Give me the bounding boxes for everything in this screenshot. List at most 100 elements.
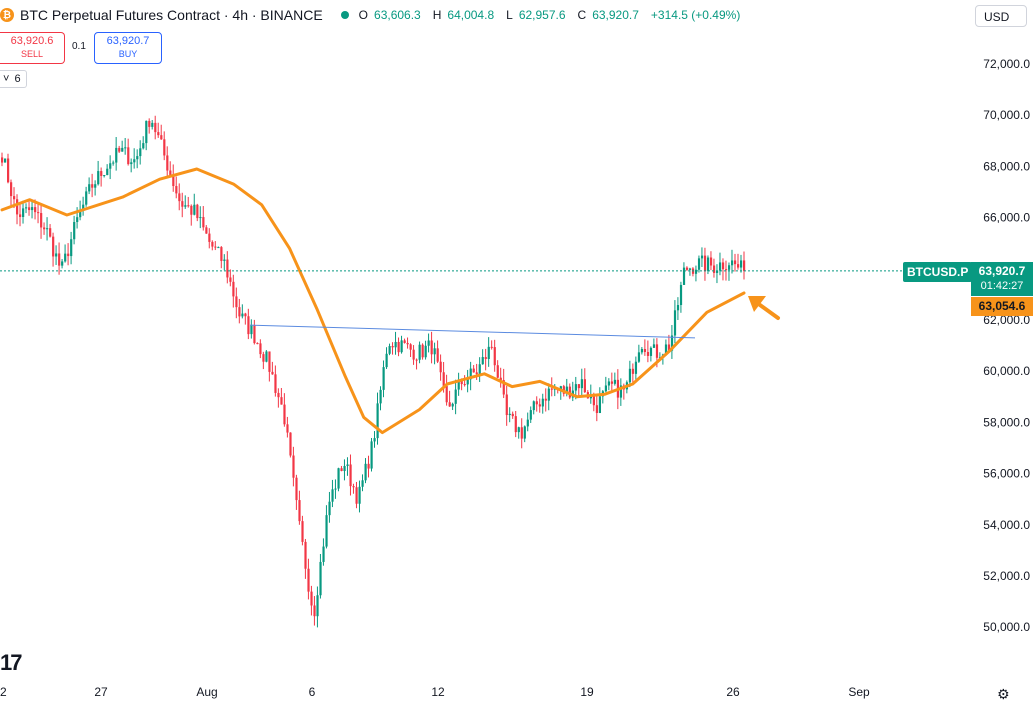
candle-body: [22, 208, 25, 218]
price-tick-label: 72,000.0: [983, 57, 1030, 71]
candle-body: [529, 410, 532, 420]
candle-body: [46, 228, 49, 230]
candle-body: [430, 340, 433, 355]
candle-body: [295, 477, 298, 501]
candle-body: [511, 413, 514, 417]
candle-body: [709, 257, 713, 266]
candle-body: [598, 396, 602, 413]
symbol-badge: BTCUSD.P: [903, 262, 973, 282]
candle-body: [181, 201, 184, 207]
candle-body: [124, 147, 127, 149]
candle-body: [208, 233, 211, 242]
bar-countdown: 01:42:27: [980, 280, 1024, 292]
candle-body: [478, 364, 481, 375]
candle-body: [490, 346, 493, 348]
candle-body: [91, 184, 94, 188]
candle-body: [349, 464, 352, 487]
chart-header: ₿ BTC Perpetual Futures Contract · 4h · …: [0, 0, 746, 30]
candle-body: [115, 147, 118, 163]
candle-body: [577, 384, 580, 389]
candle-body: [49, 228, 52, 237]
time-tick-label: 6: [309, 685, 316, 699]
candle-body: [364, 463, 367, 481]
candle-body: [325, 515, 328, 547]
candle-body: [412, 349, 415, 360]
candle-body: [253, 325, 256, 344]
gear-icon[interactable]: ⚙: [997, 686, 1010, 702]
currency-select[interactable]: USD: [975, 5, 1027, 27]
buy-price: 63,920.7: [106, 35, 150, 47]
candle-body: [436, 348, 439, 362]
candle-body: [262, 354, 265, 362]
candle-body: [256, 343, 259, 345]
candle-body: [448, 402, 451, 407]
candle-body: [718, 262, 722, 271]
candle-body: [643, 349, 647, 353]
price-tick-label: 50,000.0: [983, 620, 1030, 634]
time-tick-label: 26: [726, 685, 740, 699]
buy-button[interactable]: 63,920.7 BUY: [94, 32, 162, 64]
candle-body: [520, 427, 523, 439]
tradingview-logo-icon[interactable]: 17: [0, 650, 23, 675]
candle-body: [334, 488, 337, 490]
candle-body: [457, 381, 460, 390]
price-tick-label: 70,000.0: [983, 108, 1030, 122]
candle-body: [604, 385, 608, 392]
candle-body: [16, 199, 19, 215]
candle-body: [280, 397, 283, 405]
candle-body: [358, 486, 361, 504]
price-badge: 63,920.7 01:42:27: [971, 262, 1033, 296]
candle-body: [514, 416, 517, 433]
candle-body: [496, 365, 499, 378]
candle-body: [454, 389, 457, 404]
candle-body: [1, 157, 4, 163]
candle-body: [739, 260, 743, 268]
candle-body: [406, 342, 409, 345]
candle-body: [319, 561, 322, 596]
price-tick-label: 52,000.0: [983, 569, 1030, 583]
symbol-title[interactable]: BTC Perpetual Futures Contract · 4h · BI…: [20, 7, 323, 23]
candle-body: [391, 346, 394, 348]
time-tick-label: 12: [431, 685, 445, 699]
candle-body: [250, 325, 253, 335]
time-tick-label: Sep: [848, 685, 870, 699]
candle-body: [169, 170, 172, 176]
candle-body: [184, 205, 187, 207]
candle-body: [421, 344, 424, 358]
close-value: 63,920.7: [592, 8, 639, 22]
candle-body: [355, 487, 358, 504]
candle-body: [337, 468, 340, 489]
candle-body: [82, 204, 85, 211]
candle-body: [526, 419, 529, 427]
candle-body: [64, 253, 67, 262]
candle-body: [409, 344, 412, 350]
sell-button[interactable]: 63,920.6 SELL: [0, 32, 65, 64]
candle-body: [700, 255, 704, 259]
candle-body: [544, 398, 547, 401]
candle-body: [550, 388, 553, 390]
candle-body: [331, 489, 334, 502]
bitcoin-icon: ₿: [0, 8, 14, 22]
candle-body: [499, 377, 502, 381]
price-tick-label: 56,000.0: [983, 467, 1030, 481]
candle-body: [712, 265, 716, 273]
candle-body: [535, 401, 538, 405]
change-value: +314.5 (+0.49%): [650, 8, 741, 22]
candle-body: [397, 341, 400, 353]
candle-body: [283, 404, 286, 425]
time-tick-label: 27: [94, 685, 108, 699]
candle-body: [328, 501, 331, 516]
time-tick-label: Aug: [196, 685, 217, 699]
candle-body: [547, 388, 550, 401]
indicator-toggle[interactable]: ˅ 6: [0, 70, 27, 88]
candle-body: [388, 346, 391, 354]
candle-body: [223, 259, 226, 261]
candle-body: [106, 168, 109, 176]
candle-body: [382, 367, 385, 390]
price-tick-label: 62,000.0: [983, 313, 1030, 327]
candle-body: [568, 386, 571, 398]
candle-body: [43, 227, 46, 230]
candle-body: [268, 351, 271, 372]
candle-body: [160, 135, 163, 140]
